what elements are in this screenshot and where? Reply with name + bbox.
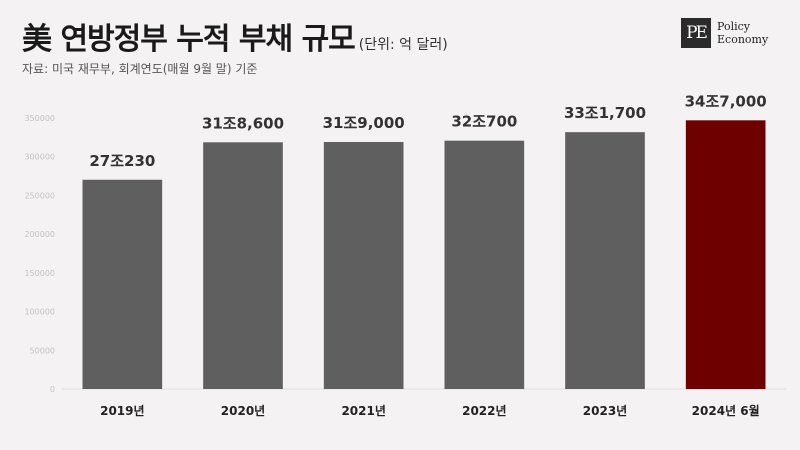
y-tick-label: 50000	[30, 346, 55, 355]
logo-line-1: Policy	[717, 20, 750, 33]
source-note: 자료: 미국 재무부, 회계연도(매월 9월 말) 기준	[22, 62, 258, 76]
bar-1	[82, 179, 163, 389]
x-tick-label-6: 2024년 6월	[692, 403, 760, 418]
x-tick-label-2: 2020년	[221, 404, 265, 418]
data-label-5: 33조1,700	[564, 104, 646, 122]
y-tick-label: 300000	[24, 153, 55, 162]
unit-label: (단위: 억 달러)	[358, 37, 448, 53]
data-label-4: 32조700	[451, 113, 517, 131]
data-label-6: 34조7,000	[685, 92, 767, 110]
bar-5	[565, 132, 645, 389]
y-tick-label: 0	[50, 385, 55, 394]
x-tick-label-3: 2021년	[341, 404, 385, 418]
chart-title: 美 연방정부 누적 부채 규모 (단위: 억 달러)	[22, 14, 448, 58]
logo-text: Policy Economy	[717, 20, 768, 46]
y-tick-label: 350000	[24, 114, 55, 123]
data-label-1: 27조230	[89, 152, 155, 170]
x-tick-label-5: 2023년	[583, 404, 627, 418]
bar-2	[203, 142, 283, 389]
data-label-2: 31조8,600	[202, 114, 284, 132]
y-tick-label: 200000	[24, 230, 55, 239]
logo-mark: PE	[681, 18, 711, 48]
y-tick-label: 150000	[24, 269, 55, 278]
data-label-3: 31조9,000	[323, 114, 405, 132]
bar-3	[323, 142, 404, 389]
x-tick-label-4: 2022년	[462, 404, 506, 418]
y-tick-label: 100000	[24, 308, 55, 317]
chart-title-text: 美 연방정부 누적 부채 규모	[22, 22, 356, 57]
brand-logo: PE Policy Economy	[681, 18, 768, 48]
bar-6	[685, 120, 766, 389]
bar-4	[444, 140, 525, 389]
logo-line-2: Economy	[717, 33, 769, 46]
y-tick-label: 250000	[24, 191, 55, 200]
x-tick-label-1: 2019년	[100, 404, 144, 418]
